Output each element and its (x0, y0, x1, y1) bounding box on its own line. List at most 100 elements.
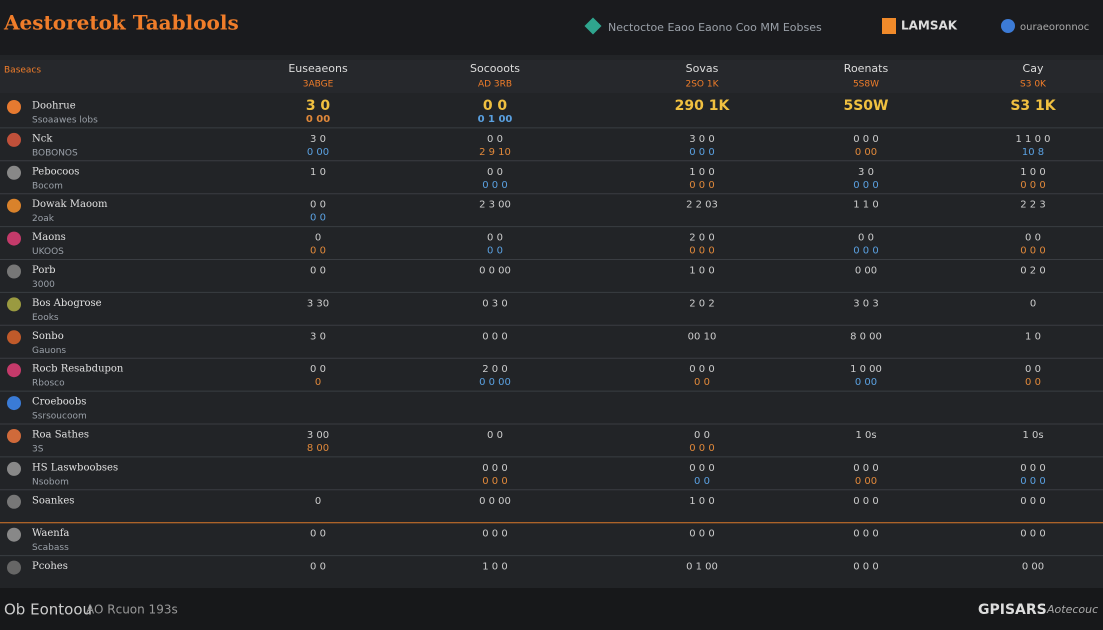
header-bar (0, 0, 1103, 55)
cell-value: 0 00 (307, 147, 329, 158)
cell-value: 0 3 0 (482, 298, 507, 309)
row-sub: Eooks (32, 313, 59, 323)
footer-status: AO Rcuon 193s (86, 603, 178, 617)
row-sub: Gauons (32, 346, 66, 356)
cell-value: 0 0 (310, 364, 326, 375)
row-sub: Ssoaawes lobs (32, 116, 98, 126)
column-subheader: 5S8W (853, 80, 879, 90)
cell-value: 3 0 (310, 134, 326, 145)
row-name: Doohrue (32, 101, 76, 112)
cell-value: 0 0 (310, 562, 326, 573)
cell-value: 0 0 0 (853, 562, 878, 573)
cell-value: 0 00 (855, 266, 877, 277)
row-icon (7, 461, 21, 476)
cell-value: 0 0 0 (689, 443, 714, 454)
row-icon (7, 297, 21, 312)
cell-value: 0 (1030, 298, 1036, 309)
column-subheader: AD 3RB (478, 80, 512, 90)
cell-value: 0 0 (310, 529, 326, 540)
cell-value: 0 0 0 (1020, 463, 1045, 474)
cell-value: 1 0 0 (482, 562, 507, 573)
row-icon (7, 198, 21, 213)
footer-brand: GPISARS (978, 602, 1047, 618)
cell-value: 0 0 0 (1020, 476, 1045, 487)
row-icon (7, 363, 21, 378)
footer-bar (0, 588, 1103, 630)
cell-value: 0 (315, 496, 321, 507)
cell-value: 0 0 0 (853, 496, 878, 507)
cell-value: 0 0 0 (1020, 180, 1045, 191)
row-name: Porb (32, 265, 56, 276)
cell-value: 0 0 0 (1020, 246, 1045, 257)
cell-value: 0 0 (694, 476, 710, 487)
cell-value: 0 0 0 (482, 476, 507, 487)
row-sub: Bocom (32, 181, 63, 191)
column-header: Sovas (686, 62, 719, 75)
column-header-row (0, 60, 1103, 93)
footer-tagline: Aotecouc (1046, 603, 1098, 616)
row-icon (7, 330, 21, 345)
cell-value: 3 0 3 (853, 298, 878, 309)
cell-value: 1 1 0 (853, 200, 878, 211)
cell-value: 1 0 0 (689, 167, 714, 178)
cell-value: 0 0 0 (482, 331, 507, 342)
account[interactable]: ouraeoronnoc (1020, 22, 1089, 33)
brand[interactable]: LAMSAK (901, 19, 958, 33)
column-subheader: S3 0K (1020, 80, 1047, 90)
cell-value: 3 0 0 (689, 134, 714, 145)
cell-value: 0 0 0 (482, 180, 507, 191)
row-name: Nck (32, 133, 53, 144)
cell-value: 10 8 (1022, 147, 1044, 158)
column-header: Roenats (844, 62, 889, 75)
app-title: Aestoretok Taablools (3, 11, 239, 35)
row-icon (7, 100, 21, 114)
row-sub: 3S (32, 445, 44, 455)
column-subheader: 3ABGE (303, 80, 334, 90)
cell-value: 0 0 00 (479, 377, 511, 388)
row-icon (7, 560, 21, 575)
cell-value: 0 0 (694, 430, 710, 441)
row-sub: 2oak (32, 214, 55, 224)
cell-value: 0 1 00 (686, 562, 718, 573)
cell-value: S3 1K (1010, 98, 1056, 114)
status-text: Nectoctoe Eaoo Eaono Coo MM Eobses (608, 21, 822, 34)
cell-value: 0 0 (487, 233, 503, 244)
row-name: Dowak Maoom (32, 199, 108, 210)
column-header: Socooots (470, 62, 520, 75)
cell-value: 0 00 (855, 476, 877, 487)
cell-value: 0 0 0 (853, 529, 878, 540)
row-name: HS Laswboobses (32, 462, 118, 473)
cell-value: 0 0 (694, 377, 710, 388)
cell-value: 3 0 (306, 98, 331, 114)
cell-value: 1 1 0 0 (1016, 134, 1051, 145)
row-sub: Rbosco (32, 379, 65, 389)
cell-value: 0 0 (310, 246, 326, 257)
cell-value: 2 9 10 (479, 147, 511, 158)
cell-value: 1 0s (1022, 430, 1043, 441)
cell-value: 0 0 (483, 98, 508, 114)
cell-value: 0 0 0 (689, 364, 714, 375)
row-sub: Nsobom (32, 477, 69, 487)
row-icon (7, 165, 21, 180)
cell-value: 0 0 (487, 246, 503, 257)
row-name: Croeboobs (32, 397, 86, 408)
row-sub: Scabass (32, 543, 69, 553)
row-name: Maons (32, 232, 66, 243)
cell-value: 0 0 0 (853, 246, 878, 257)
cell-value: 3 30 (307, 298, 329, 309)
cell-value: 0 0 0 (689, 529, 714, 540)
cell-value: 0 (315, 233, 321, 244)
cell-value: 0 0 0 (1020, 496, 1045, 507)
cell-value: 2 0 0 (482, 364, 507, 375)
cell-value: 0 2 0 (1020, 266, 1045, 277)
cell-value: 1 0 0 (689, 496, 714, 507)
cell-value: 0 0 (1025, 233, 1041, 244)
brand-icon (882, 18, 896, 34)
cell-value: 0 0 0 (853, 134, 878, 145)
cell-value: 2 2 3 (1020, 200, 1045, 211)
cell-value: 0 0 (310, 213, 326, 224)
cell-value: 0 0 0 (689, 246, 714, 257)
cell-value: 0 0 (487, 430, 503, 441)
